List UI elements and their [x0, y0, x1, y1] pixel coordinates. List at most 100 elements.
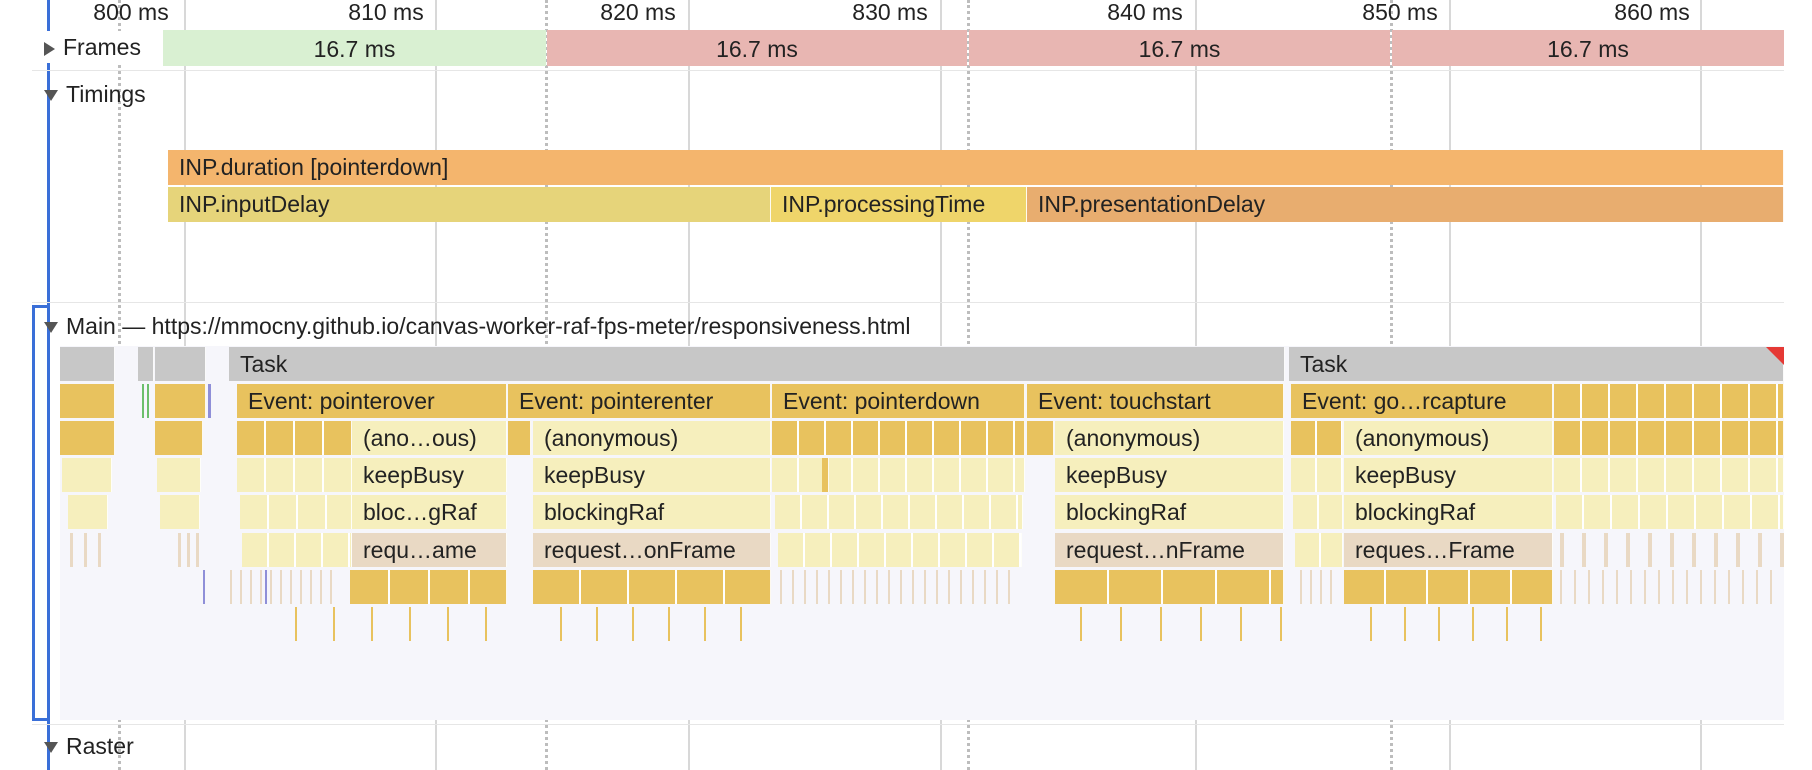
- expand-arrow-icon[interactable]: [44, 41, 55, 56]
- call-bar-group[interactable]: [1344, 570, 1553, 604]
- function-bar-group[interactable]: [1295, 533, 1343, 567]
- function-bar-group[interactable]: [1554, 421, 1784, 455]
- main-selection-bracket[interactable]: [32, 305, 48, 721]
- function-bar[interactable]: [822, 458, 829, 492]
- inp-input-delay-bar[interactable]: INP.inputDelay: [168, 187, 771, 222]
- function-bar[interactable]: keepBusy: [1344, 458, 1553, 492]
- frame-bar-dropped[interactable]: 16.7 ms: [547, 30, 967, 66]
- raf-bar[interactable]: reques…Frame: [1344, 533, 1553, 567]
- inp-presentation-delay-bar[interactable]: INP.presentationDelay: [1027, 187, 1784, 222]
- function-bar-group[interactable]: [1293, 495, 1343, 529]
- function-bar[interactable]: (anonymous): [1344, 421, 1553, 455]
- function-bar-group[interactable]: [242, 533, 352, 567]
- frames-track-label: Frames: [63, 34, 141, 60]
- frame-bar[interactable]: 16.7 ms: [163, 30, 546, 66]
- function-bar[interactable]: keepBusy: [352, 458, 507, 492]
- function-bar[interactable]: (anonymous): [533, 421, 771, 455]
- task-bar[interactable]: Task: [1289, 347, 1784, 381]
- raster-track-header[interactable]: Raster: [44, 731, 134, 761]
- function-bar-group[interactable]: [1291, 458, 1343, 492]
- ruler-tick: 840 ms: [1107, 0, 1183, 25]
- function-bar[interactable]: blockingRaf: [1344, 495, 1553, 529]
- call-slivers: [295, 607, 507, 641]
- call-bar-group[interactable]: [1055, 570, 1284, 604]
- function-bar[interactable]: [60, 421, 115, 455]
- ruler-tick: 860 ms: [1614, 0, 1690, 25]
- event-bar[interactable]: Event: pointerover: [237, 384, 507, 418]
- main-track-label: Main — https://mmocny.github.io/canvas-w…: [66, 313, 911, 339]
- function-bar-group[interactable]: [772, 458, 1025, 492]
- function-bar[interactable]: blockingRaf: [533, 495, 771, 529]
- function-bar[interactable]: blockingRaf: [1055, 495, 1284, 529]
- ruler-tick: 850 ms: [1362, 0, 1438, 25]
- main-track-header[interactable]: Main — https://mmocny.github.io/canvas-w…: [44, 311, 910, 341]
- function-bar-group[interactable]: [1554, 458, 1784, 492]
- ruler-tick: 820 ms: [600, 0, 676, 25]
- function-bar[interactable]: keepBusy: [533, 458, 771, 492]
- function-bar[interactable]: [508, 421, 531, 455]
- call-slivers: [780, 570, 1020, 604]
- function-bar[interactable]: (anonymous): [1055, 421, 1284, 455]
- timings-track-header[interactable]: Timings: [44, 79, 146, 109]
- function-bar[interactable]: keepBusy: [1055, 458, 1284, 492]
- frames-track-header[interactable]: Frames: [44, 31, 149, 63]
- call-sliver: [203, 570, 205, 604]
- collapse-arrow-icon[interactable]: [44, 322, 58, 334]
- raf-bar[interactable]: request…nFrame: [1055, 533, 1284, 567]
- raf-slivers: [70, 533, 110, 567]
- call-slivers: [1080, 607, 1284, 641]
- raster-track-label: Raster: [66, 733, 134, 759]
- collapse-arrow-icon[interactable]: [44, 742, 58, 754]
- function-bar[interactable]: (ano…ous): [352, 421, 507, 455]
- inp-duration-bar[interactable]: INP.duration [pointerdown]: [168, 150, 1784, 185]
- track-divider: [32, 724, 1784, 725]
- task-bar[interactable]: [138, 347, 154, 381]
- event-bar[interactable]: Event: pointerdown: [772, 384, 1025, 418]
- track-divider: [32, 70, 1784, 71]
- task-bar[interactable]: [155, 347, 206, 381]
- task-bar[interactable]: [60, 347, 115, 381]
- function-bar-group[interactable]: [775, 495, 1023, 529]
- inp-processing-time-bar[interactable]: INP.processingTime: [771, 187, 1027, 222]
- long-task-marker: [1766, 347, 1784, 365]
- raf-bar[interactable]: requ…ame: [352, 533, 507, 567]
- function-bar[interactable]: [62, 458, 112, 492]
- ruler-tick: 810 ms: [348, 0, 424, 25]
- event-bar[interactable]: [60, 384, 115, 418]
- call-slivers: [1370, 607, 1553, 641]
- collapse-arrow-icon[interactable]: [44, 90, 58, 102]
- ruler-tick: 800 ms: [93, 0, 169, 25]
- function-bar-group[interactable]: [772, 421, 1025, 455]
- function-bar[interactable]: [1027, 421, 1054, 455]
- event-bar[interactable]: Event: pointerenter: [508, 384, 771, 418]
- call-bar-group[interactable]: [350, 570, 507, 604]
- raf-bar[interactable]: request…onFrame: [533, 533, 771, 567]
- function-bar-group[interactable]: [237, 458, 352, 492]
- ruler-tick: 830 ms: [852, 0, 928, 25]
- function-bar-group[interactable]: [240, 495, 352, 529]
- function-bar-group[interactable]: [237, 421, 352, 455]
- function-bar[interactable]: [157, 458, 201, 492]
- selection-edge[interactable]: [47, 0, 50, 770]
- call-sliver: [142, 384, 144, 418]
- function-bar-group[interactable]: [1556, 495, 1784, 529]
- event-bar[interactable]: [155, 384, 206, 418]
- function-bar[interactable]: [68, 495, 108, 529]
- event-bar[interactable]: Event: go…rcapture: [1291, 384, 1553, 418]
- function-bar[interactable]: [160, 495, 200, 529]
- function-bar[interactable]: [155, 421, 203, 455]
- call-slivers: [230, 570, 340, 604]
- track-divider: [32, 302, 1784, 303]
- function-bar-group[interactable]: [1291, 421, 1343, 455]
- raf-slivers: [1560, 533, 1784, 567]
- frame-bar-dropped[interactable]: 16.7 ms: [1392, 30, 1784, 66]
- call-sliver: [208, 384, 211, 418]
- function-bar[interactable]: bloc…gRaf: [352, 495, 507, 529]
- task-bar[interactable]: Task: [229, 347, 1285, 381]
- call-bar-group[interactable]: [533, 570, 771, 604]
- function-bar-group[interactable]: [778, 533, 1022, 567]
- frame-bar-dropped[interactable]: 16.7 ms: [969, 30, 1390, 66]
- event-bar-group[interactable]: [1554, 384, 1784, 418]
- event-bar[interactable]: Event: touchstart: [1027, 384, 1284, 418]
